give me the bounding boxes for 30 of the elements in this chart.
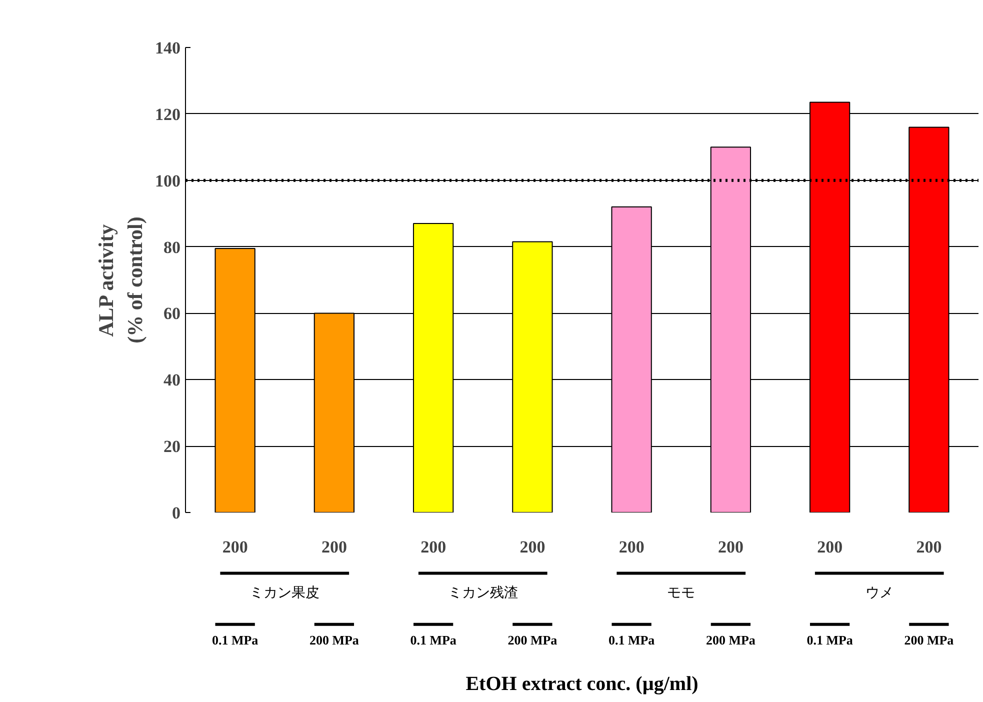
y-axis-title: ALP activity (% of control) bbox=[94, 216, 147, 344]
text: 200 MPa bbox=[904, 632, 954, 648]
x-tick-label: 200 bbox=[718, 538, 744, 556]
x-tick-label: 200 bbox=[420, 538, 446, 556]
text: ミカン残渣 bbox=[448, 585, 518, 602]
text: 0.1 MPa bbox=[608, 632, 656, 648]
text: ウメ bbox=[865, 585, 894, 602]
text: 200 MPa bbox=[309, 632, 360, 648]
y-tick-label: 120 bbox=[155, 104, 180, 124]
y-tick-label: 100 bbox=[155, 171, 180, 190]
text: 200 MPa bbox=[508, 632, 558, 648]
text: ミカン果皮 bbox=[250, 585, 320, 602]
x-tick-label: 200 bbox=[321, 538, 347, 556]
y-tick-label: 80 bbox=[164, 238, 180, 257]
x-tick-label: 200 bbox=[817, 538, 843, 556]
y-tick-label: 60 bbox=[164, 304, 180, 324]
y-tick-label: 20 bbox=[164, 437, 180, 456]
text: モモ bbox=[667, 585, 696, 602]
y-tick-label: 0 bbox=[172, 504, 180, 522]
text: 0.1 MPa bbox=[410, 632, 457, 648]
text: 200 MPa bbox=[706, 632, 756, 648]
y-tick-label: 140 bbox=[155, 38, 180, 58]
x-tick-label: 200 bbox=[618, 538, 644, 556]
y-tick-label: 40 bbox=[164, 370, 180, 390]
x-tick-label: 200 bbox=[222, 538, 248, 556]
text: 0.1 MPa bbox=[212, 632, 259, 648]
text: EtOH extract conc. (µg/ml) bbox=[466, 673, 698, 696]
x-tick-label: 200 bbox=[520, 538, 546, 556]
text: 0.1 MPa bbox=[806, 632, 854, 648]
x-tick-label: 200 bbox=[916, 538, 942, 556]
